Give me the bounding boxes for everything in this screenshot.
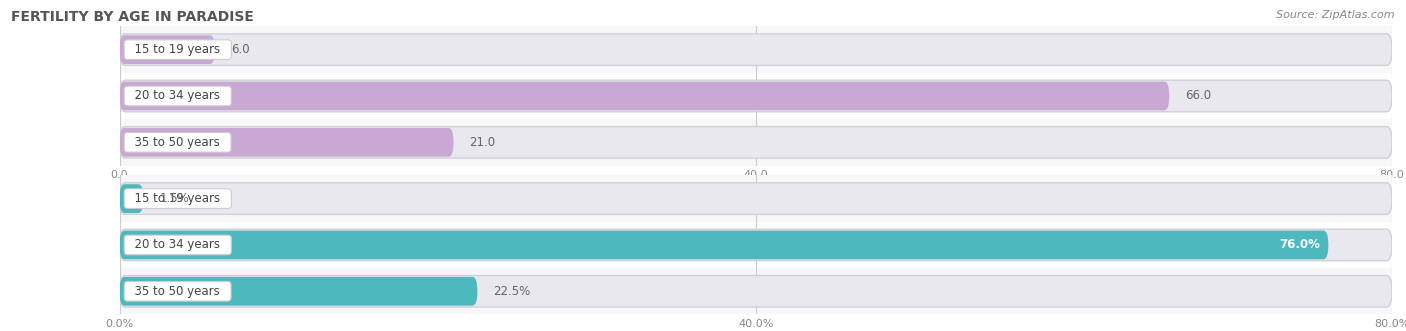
FancyBboxPatch shape xyxy=(120,229,1392,261)
Text: 22.5%: 22.5% xyxy=(494,285,530,298)
FancyBboxPatch shape xyxy=(120,26,1392,73)
Text: 35 to 50 years: 35 to 50 years xyxy=(128,136,228,149)
Text: 20 to 34 years: 20 to 34 years xyxy=(128,89,228,103)
Text: 6.0: 6.0 xyxy=(231,43,249,56)
FancyBboxPatch shape xyxy=(120,175,1392,222)
FancyBboxPatch shape xyxy=(120,34,1392,66)
Text: FERTILITY BY AGE IN PARADISE: FERTILITY BY AGE IN PARADISE xyxy=(11,10,254,24)
FancyBboxPatch shape xyxy=(120,275,1392,307)
FancyBboxPatch shape xyxy=(120,268,1392,314)
Text: 21.0: 21.0 xyxy=(470,136,495,149)
FancyBboxPatch shape xyxy=(120,73,1392,119)
FancyBboxPatch shape xyxy=(120,277,478,306)
FancyBboxPatch shape xyxy=(120,128,454,157)
Text: 35 to 50 years: 35 to 50 years xyxy=(128,285,228,298)
Text: 15 to 19 years: 15 to 19 years xyxy=(128,192,228,205)
Text: 76.0%: 76.0% xyxy=(1279,238,1320,252)
Text: 66.0: 66.0 xyxy=(1185,89,1212,103)
Text: 20 to 34 years: 20 to 34 years xyxy=(128,238,228,252)
Text: 1.5%: 1.5% xyxy=(159,192,188,205)
FancyBboxPatch shape xyxy=(120,119,1392,166)
FancyBboxPatch shape xyxy=(120,231,1329,259)
FancyBboxPatch shape xyxy=(120,82,1170,110)
FancyBboxPatch shape xyxy=(120,80,1392,112)
FancyBboxPatch shape xyxy=(120,183,1392,214)
Text: Source: ZipAtlas.com: Source: ZipAtlas.com xyxy=(1277,10,1395,20)
FancyBboxPatch shape xyxy=(120,126,1392,158)
FancyBboxPatch shape xyxy=(120,35,215,64)
FancyBboxPatch shape xyxy=(120,222,1392,268)
FancyBboxPatch shape xyxy=(120,184,143,213)
Text: 15 to 19 years: 15 to 19 years xyxy=(128,43,228,56)
